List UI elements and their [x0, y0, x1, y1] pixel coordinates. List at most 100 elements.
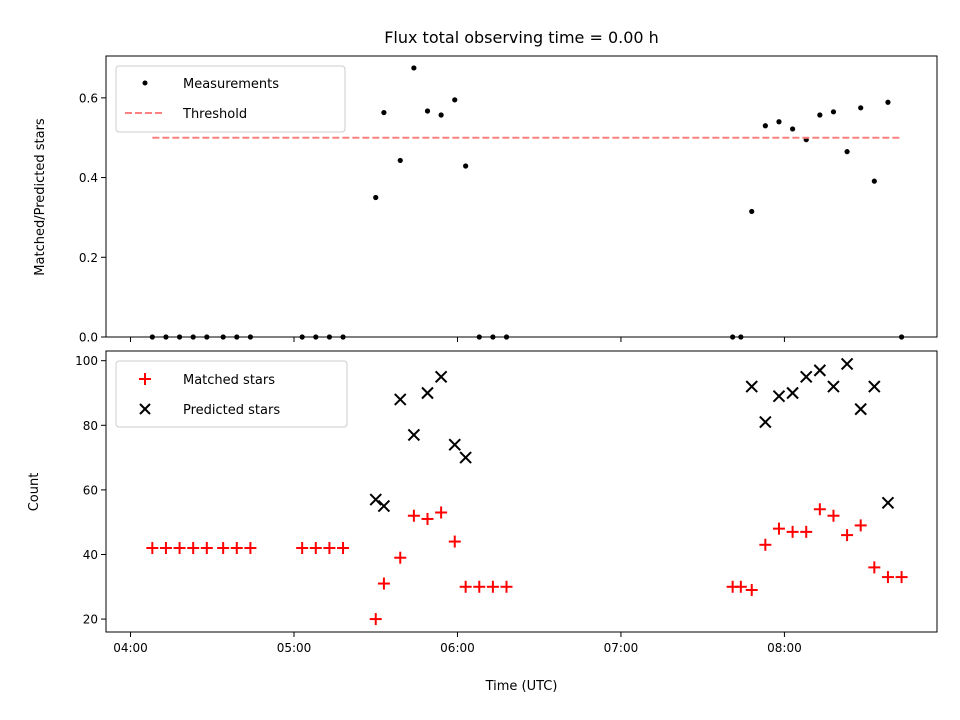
ratio-axes-frame [105, 55, 938, 338]
matched-stars-point [827, 509, 840, 522]
count-axes-frame [105, 350, 938, 633]
legend-threshold-label: Threshold [182, 107, 247, 122]
count-ytick-label: 80 [83, 419, 98, 433]
measurement-point [830, 109, 837, 115]
predicted-stars-point [759, 415, 772, 429]
predicted-stars-point [434, 370, 448, 384]
count-plot-marks [146, 357, 908, 626]
predicted-stars-point [459, 451, 472, 464]
predicted-stars-point [827, 380, 840, 393]
matched-stars-point [407, 509, 420, 522]
matched-stars-point [895, 571, 908, 584]
predicted-stars-point [881, 496, 895, 510]
measurement-point [885, 99, 891, 105]
predicted-stars-point [786, 386, 799, 400]
ratio-axis-ylabel: Matched/Predicted stars [33, 118, 48, 276]
matched-stars-point [448, 535, 461, 548]
legend-measurements-marker [142, 80, 148, 86]
measurement-point [776, 119, 782, 125]
legend-matched-marker [139, 373, 151, 385]
count-ytick-label: 20 [83, 613, 98, 627]
count-axis-xlabel: Time (UTC) [485, 679, 558, 694]
matched-stars-point [772, 522, 785, 535]
matched-stars-point [421, 512, 434, 525]
count-axis-ylabel: Count [27, 473, 42, 512]
measurement-point [749, 208, 755, 215]
ratio-ytick-label: 0.0 [79, 331, 98, 345]
matched-stars-point [377, 577, 390, 590]
legend-predicted-label: Predicted stars [183, 403, 280, 418]
count-ytick-label: 100 [75, 354, 98, 368]
matched-stars-point [786, 525, 799, 538]
matched-stars-point [759, 538, 772, 551]
matched-stars-point [146, 542, 159, 555]
matched-stars-point [296, 542, 309, 555]
matched-stars-point [486, 580, 499, 593]
matched-stars-point [230, 542, 243, 555]
predicted-stars-point [840, 357, 854, 371]
count-xtick-label: 07:00 [604, 641, 639, 655]
ratio-axis-ticks: 0.0 0.2 0.4 0.6 [79, 91, 785, 345]
measurement-point [381, 109, 387, 116]
count-axis-ticks: 20 40 60 80 100 04:00 05:00 06:00 07:00 08:00 [75, 354, 802, 655]
matched-stars-point [369, 613, 382, 626]
ratio-legend-box [115, 65, 346, 133]
count-legend: Matched stars Predicted stars [115, 360, 348, 428]
matched-stars-point [734, 580, 747, 593]
matched-stars-point [841, 529, 854, 542]
ratio-ytick-label: 0.4 [79, 171, 98, 185]
predicted-stars-point [745, 380, 758, 393]
matched-stars-point [435, 506, 448, 519]
chart-title: Flux total observing time = 0.00 h [384, 28, 659, 47]
matched-stars-point [309, 542, 322, 555]
predicted-stars-point [407, 428, 421, 442]
count-ytick-label: 60 [83, 483, 98, 497]
count-axes: Count Time (UTC) 20 40 60 80 100 04:00 05:00 06… [27, 350, 938, 694]
predicted-stars-point [868, 380, 881, 393]
legend-matched-label: Matched stars [183, 373, 275, 388]
predicted-stars-point [377, 499, 391, 513]
count-xtick-label: 06:00 [440, 641, 475, 655]
measurement-point [871, 178, 877, 184]
measurement-point [817, 112, 823, 118]
measurement-point [424, 108, 431, 114]
count-xtick-label: 05:00 [277, 641, 312, 655]
matched-stars-point [854, 519, 867, 532]
legend-measurements-label: Measurements [183, 77, 279, 92]
matched-stars-point [394, 551, 407, 564]
matched-stars-point [187, 542, 200, 555]
measurement-point [762, 123, 768, 129]
predicted-stars-point [854, 402, 867, 416]
matched-stars-point [473, 580, 486, 593]
measurement-point [397, 157, 403, 164]
measurement-point [463, 163, 469, 169]
matched-stars-point [745, 584, 758, 597]
predicted-stars-point [421, 386, 434, 400]
legend-predicted-marker [139, 403, 151, 415]
ratio-ytick-label: 0.2 [79, 251, 98, 265]
measurement-point [438, 112, 444, 118]
matched-stars-point [500, 580, 513, 593]
measurement-point [452, 97, 458, 103]
measurement-point [373, 194, 379, 201]
measurement-point [411, 65, 417, 71]
count-ytick-label: 40 [83, 548, 98, 562]
predicted-stars-point [800, 370, 813, 384]
count-legend-box [115, 360, 348, 428]
measurement-point [789, 126, 796, 132]
matched-stars-point [813, 503, 826, 516]
ratio-legend: Measurements Threshold [115, 65, 346, 133]
count-xtick-label: 04:00 [113, 641, 148, 655]
predicted-stars-point [394, 393, 407, 406]
matched-stars-point [159, 542, 172, 555]
matched-stars-point [217, 542, 230, 555]
ratio-ytick-label: 0.6 [79, 91, 98, 105]
matched-stars-point [800, 525, 813, 538]
matched-stars-point [200, 542, 213, 555]
matched-stars-point [173, 542, 186, 555]
matched-stars-point [868, 561, 881, 574]
matched-stars-point [337, 542, 350, 555]
ratio-axes: Matched/Predicted stars 0.0 0.2 0.4 0.6 Mea… [33, 55, 938, 345]
matched-stars-point [459, 580, 472, 593]
